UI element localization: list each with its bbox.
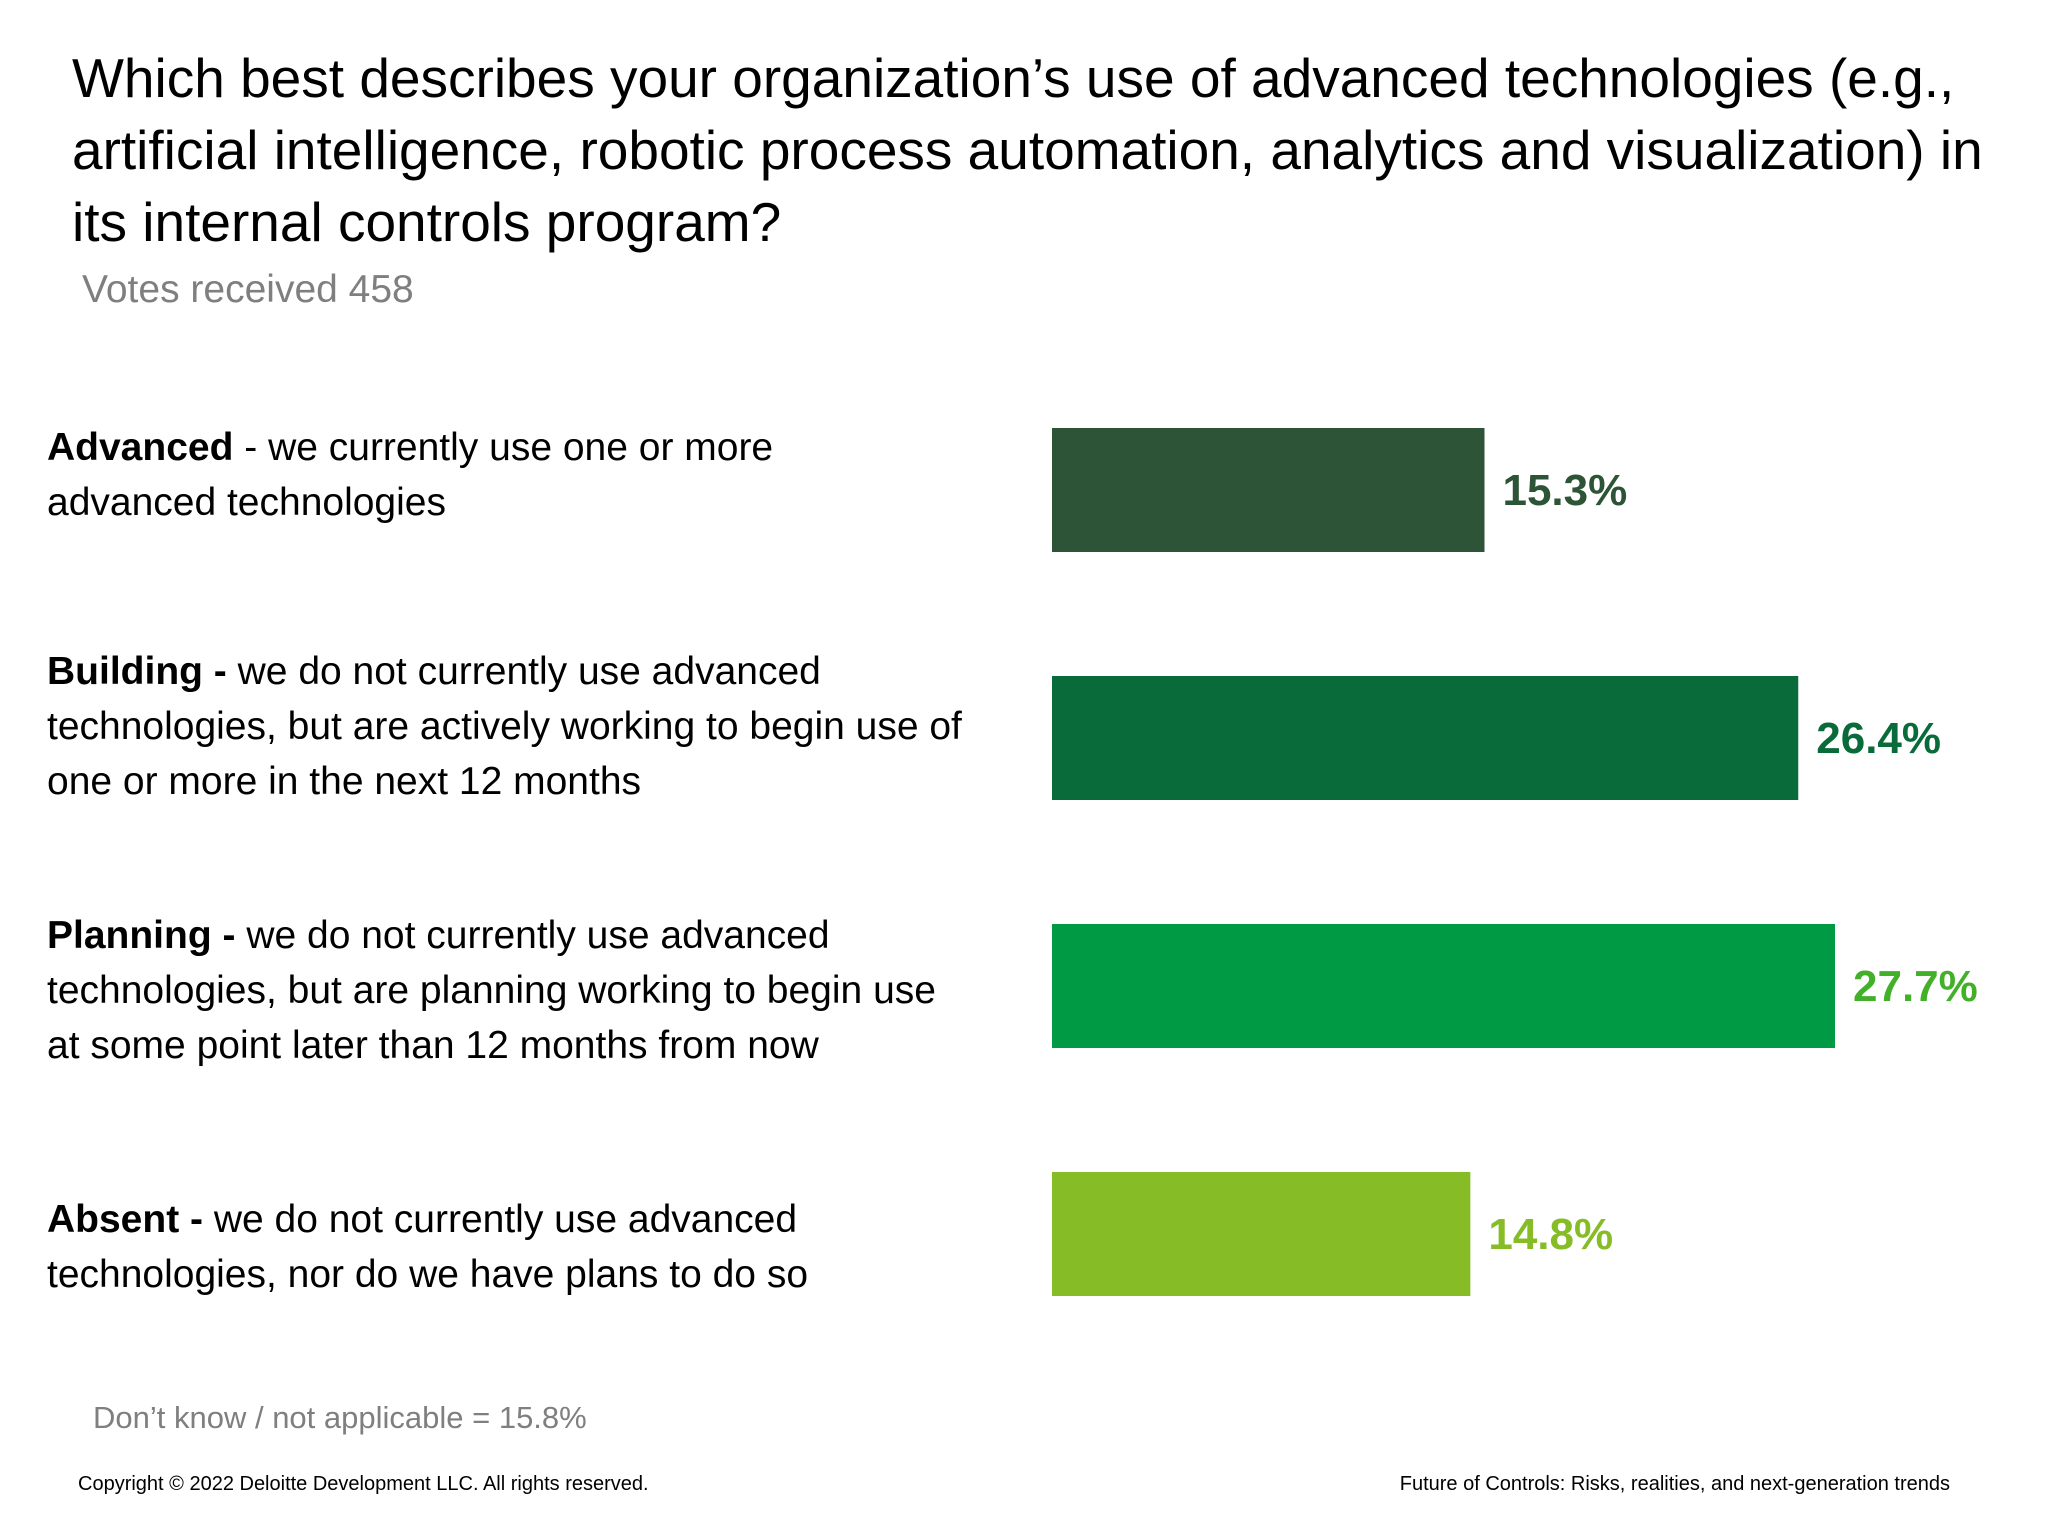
- copyright-footer: Copyright © 2022 Deloitte Development LL…: [78, 1473, 649, 1495]
- value-label-absent: 14.8%: [1488, 1210, 1613, 1259]
- bar-building: [1052, 676, 1799, 800]
- row-label-building-prefix: Building -: [47, 650, 227, 693]
- value-label-advanced: 15.3%: [1502, 466, 1627, 515]
- votes-received: Votes received 458: [82, 268, 414, 311]
- row-label-advanced-prefix: Advanced: [47, 426, 234, 469]
- dont-know-note: Don’t know / not applicable = 15.8%: [93, 1400, 587, 1435]
- row-label-absent-prefix: Absent -: [47, 1198, 203, 1241]
- row-label-advanced: Advanced - we currently use one or more …: [47, 420, 807, 530]
- row-label-building: Building - we do not currently use advan…: [47, 644, 967, 809]
- row-label-advanced-text: - we currently use one or more advanced …: [47, 426, 774, 524]
- row-label-building-text: we do not currently use advanced technol…: [47, 650, 962, 803]
- bar-absent: [1052, 1172, 1471, 1296]
- row-label-absent: Absent - we do not currently use advance…: [47, 1192, 967, 1302]
- value-label-building: 26.4%: [1816, 714, 1941, 763]
- row-label-planning-prefix: Planning -: [47, 914, 236, 957]
- value-label-planning: 27.7%: [1853, 962, 1978, 1011]
- row-label-planning-text: we do not currently use advanced technol…: [47, 914, 936, 1067]
- page-title: Which best describes your organization’s…: [72, 47, 1983, 253]
- report-title-footer: Future of Controls: Risks, realities, an…: [1399, 1473, 1950, 1495]
- row-label-planning: Planning - we do not currently use advan…: [47, 908, 967, 1073]
- bar-planning: [1052, 924, 1835, 1048]
- row-label-absent-text: we do not currently use advanced technol…: [47, 1198, 809, 1296]
- bar-advanced: [1052, 428, 1485, 552]
